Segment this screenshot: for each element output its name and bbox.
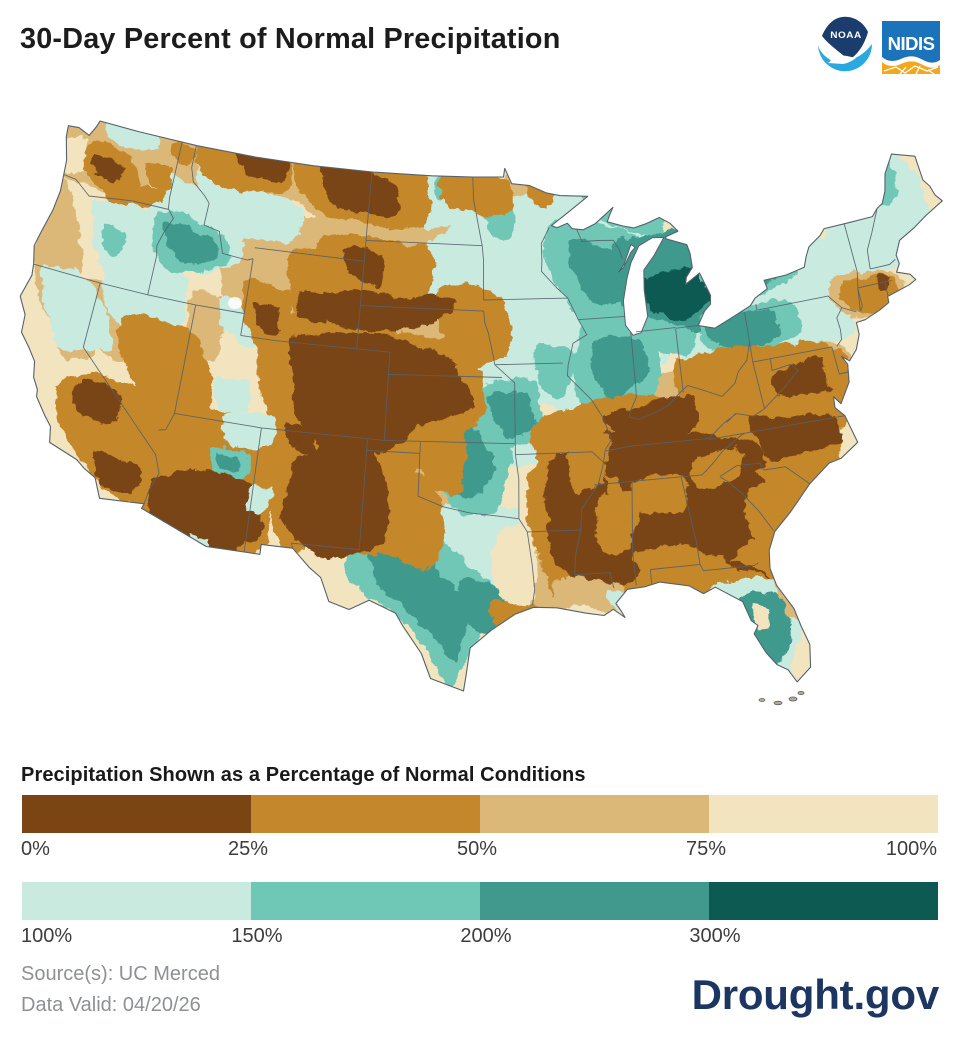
svg-text:NIDIS: NIDIS — [888, 33, 935, 54]
svg-text:NOAA: NOAA — [830, 30, 861, 41]
